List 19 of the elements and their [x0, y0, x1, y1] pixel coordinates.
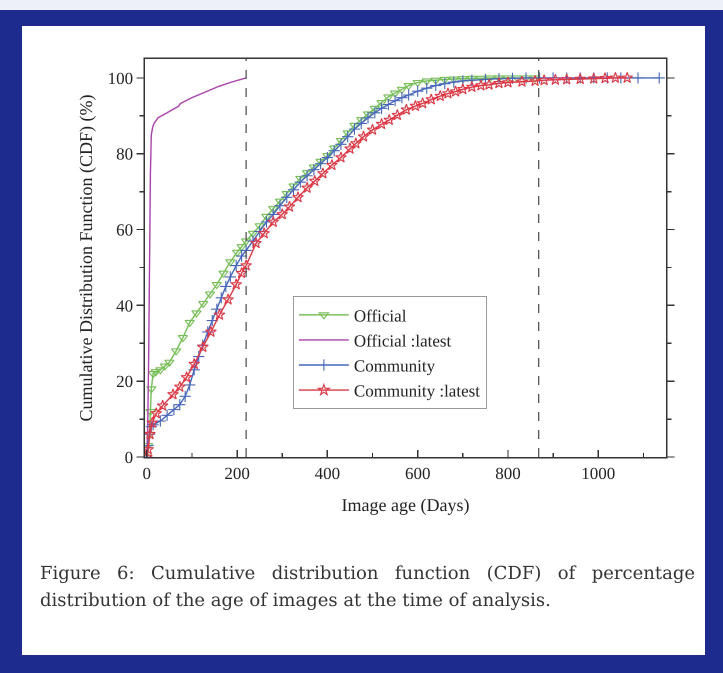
x-tick-label: 600 [404, 464, 430, 483]
y-tick-label: 80 [116, 144, 134, 164]
y-tick-label: 20 [116, 372, 134, 392]
legend-label: Community [354, 356, 436, 376]
legend-label: Official [354, 306, 407, 326]
caption: Figure 6: Cumulative distribution function (CDF) of percentage distribution of the age of images at the time of analysis. [40, 562, 695, 613]
x-tick-label: 0 [142, 464, 152, 483]
x-axis-title: Image age (Days) [342, 494, 470, 515]
x-tick-label: 800 [495, 464, 521, 483]
y-tick-label: 100 [108, 68, 134, 88]
legend-label: Community :latest [354, 382, 480, 401]
x-tick-label: 400 [314, 464, 340, 483]
y-tick-label: 60 [116, 220, 134, 240]
x-tick-label: 200 [224, 464, 250, 483]
y-tick-label: 0 [124, 448, 134, 467]
y-tick-label: 40 [116, 296, 134, 316]
y-axis-title: Cumulative Distribution Function (CDF) (%) [76, 94, 96, 422]
x-tick-label: 1000 [581, 464, 616, 483]
legend-label: Official :latest [354, 332, 452, 351]
